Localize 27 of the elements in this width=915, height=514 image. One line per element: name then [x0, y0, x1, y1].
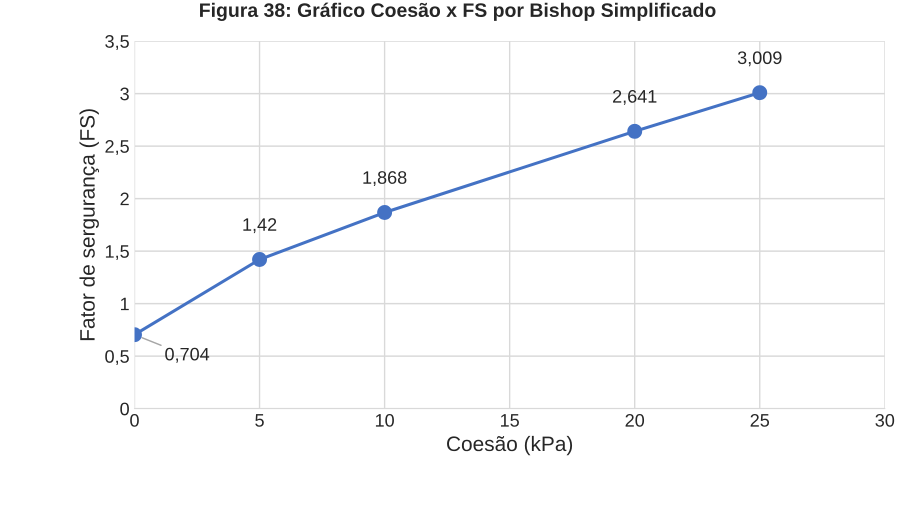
data-label: 1,42: [243, 218, 276, 234]
point: [627, 124, 642, 139]
y-tick-label: 1: [120, 298, 129, 310]
data-label: 1,868: [363, 171, 406, 186]
point: [252, 252, 268, 267]
x-tick-label: 15: [500, 414, 519, 427]
x-tick-label: 5: [255, 414, 264, 427]
x-tick-label: 30: [875, 414, 894, 427]
x-tick-label: 25: [750, 414, 770, 427]
y-tick-label: 2,5: [105, 140, 129, 155]
data-label: 3,009: [738, 51, 782, 66]
x-axis-title: Coesão (kPa): [447, 436, 572, 456]
x-tick-label: 0: [130, 414, 139, 427]
y-tick-label: 3,5: [105, 35, 129, 50]
y-axis-title: Fator de sergurança (FS): [79, 109, 99, 340]
y-tick-label: 1,5: [106, 245, 129, 260]
data-label: 2,641: [613, 90, 656, 105]
y-tick-label: 2: [120, 192, 129, 206]
data-label: 0,704: [165, 348, 210, 363]
y-tick-label: 3: [120, 88, 129, 100]
y-tick-label: 0,5: [105, 350, 129, 365]
x-tick-label: 20: [626, 414, 644, 427]
chart-title: Figura 38: Gráfico Coesão x FS por Bishop Simplificado: [200, 2, 716, 21]
y-tick-label: 0: [120, 402, 129, 416]
x-tick-label: 10: [376, 414, 394, 427]
point: [752, 85, 768, 100]
point: [377, 205, 392, 220]
